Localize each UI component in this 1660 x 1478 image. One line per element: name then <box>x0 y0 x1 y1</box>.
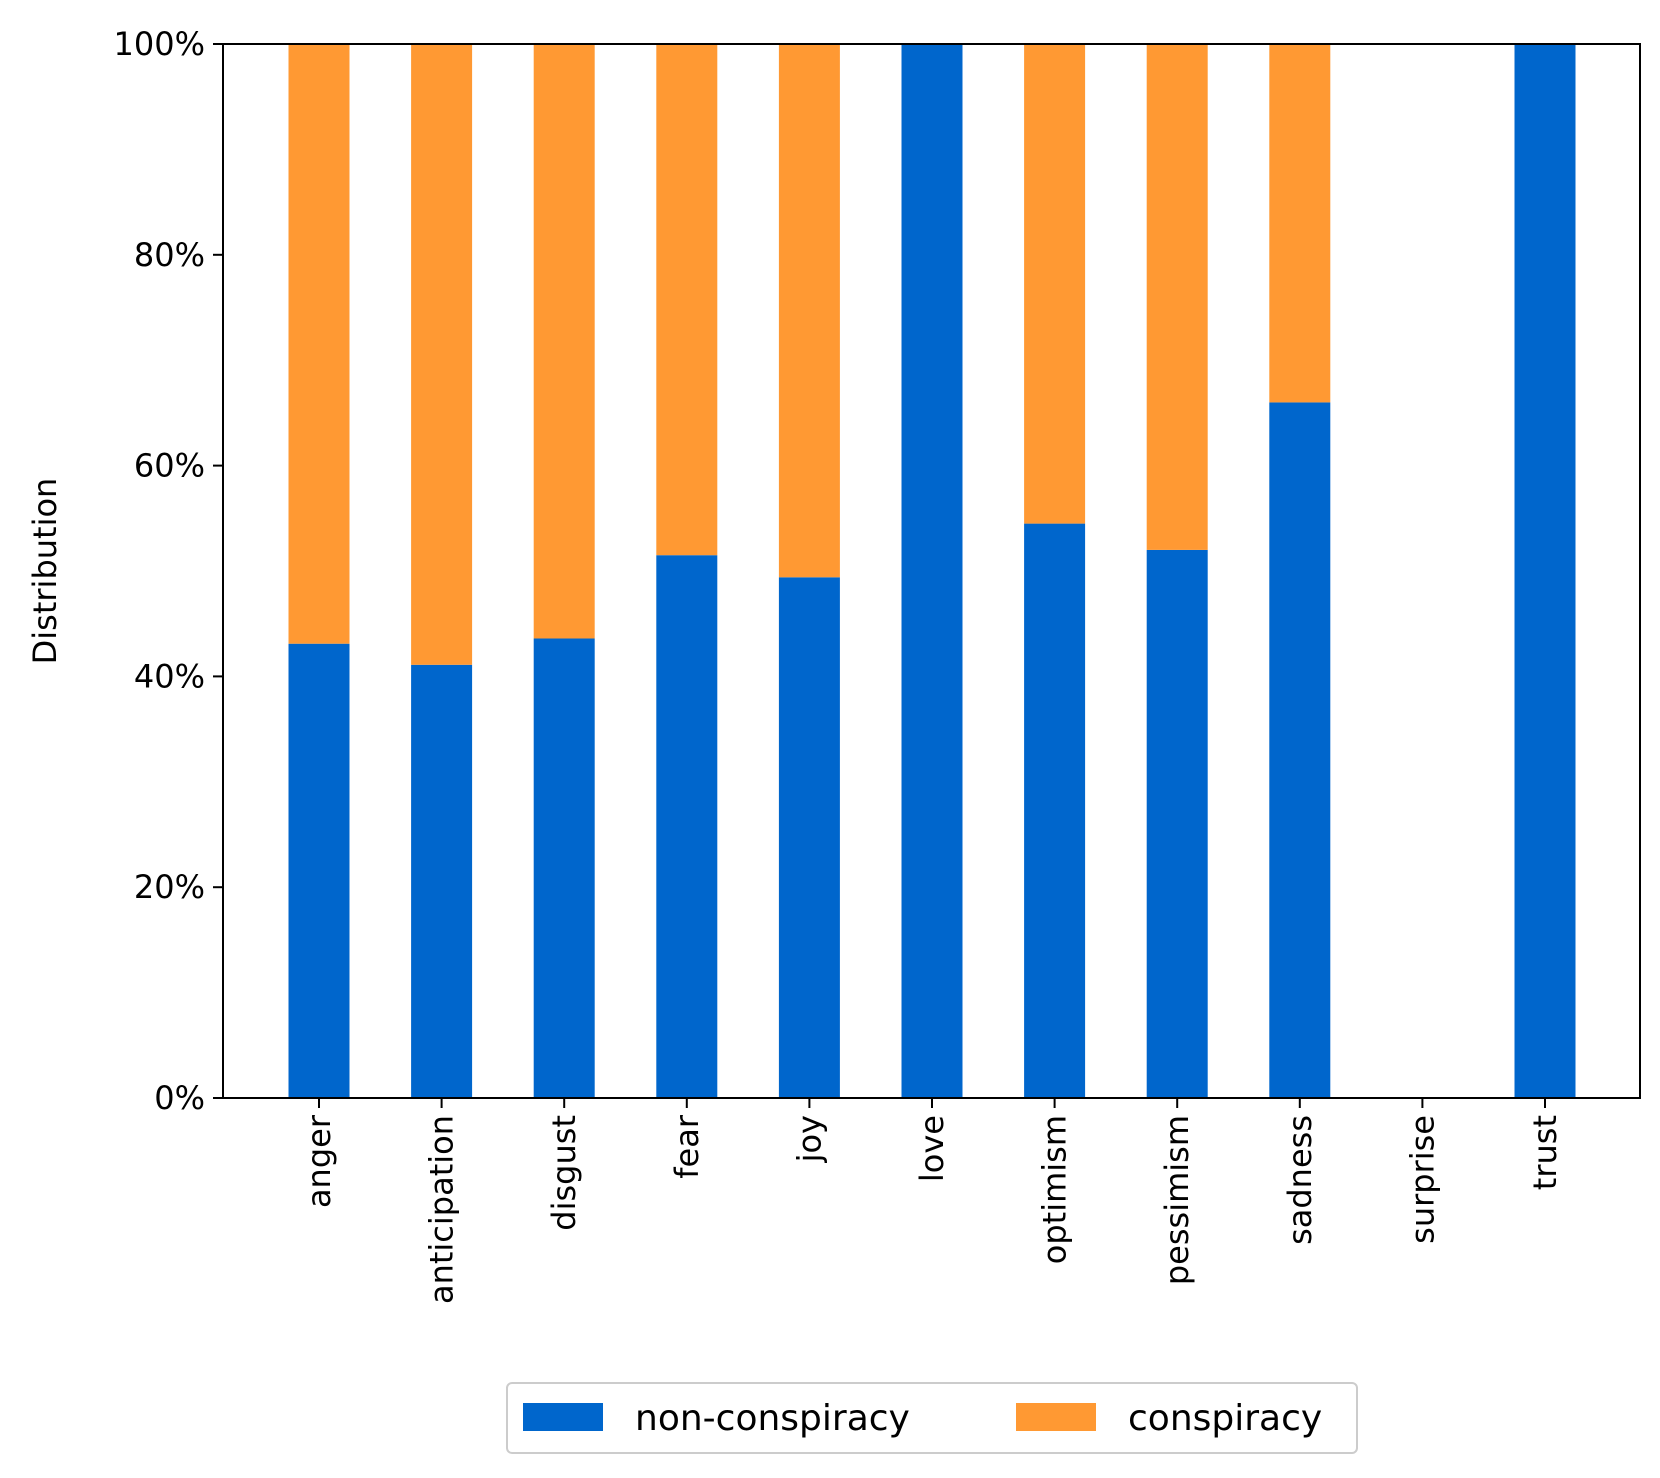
legend-label-non-conspiracy: non-conspiracy <box>635 1398 910 1439</box>
bar-joy-conspiracy <box>778 44 840 578</box>
legend-box <box>506 1382 1358 1454</box>
y-axis: 0% 20% 40% 60% 80% 100% <box>114 25 223 1117</box>
legend-swatch-non-conspiracy <box>523 1403 603 1431</box>
legend: non-conspiracy conspiracy <box>506 1382 1358 1454</box>
x-tick-label: fear <box>668 1114 706 1179</box>
x-tick-label: anger <box>300 1114 338 1208</box>
bar-trust-non-conspiracy <box>1514 44 1576 1098</box>
y-tick-label: 0% <box>154 1079 205 1117</box>
y-tick-label: 40% <box>134 657 205 695</box>
x-tick-label: surprise <box>1403 1115 1441 1244</box>
y-tick-label: 20% <box>134 868 205 906</box>
bar-anger-conspiracy <box>288 44 350 644</box>
y-axis-label: Distribution <box>26 478 64 665</box>
x-tick-label: sadness <box>1281 1115 1319 1245</box>
bar-sadness-non-conspiracy <box>1269 402 1331 1098</box>
x-tick-label: joy <box>790 1115 828 1163</box>
x-axis: anger anticipation disgust fear joy love optim… <box>300 1098 1564 1304</box>
x-tick-label: trust <box>1526 1115 1564 1190</box>
bar-fear-conspiracy <box>656 44 718 556</box>
y-tick-label: 100% <box>114 25 205 63</box>
legend-label-conspiracy: conspiracy <box>1128 1398 1322 1439</box>
legend-swatch-conspiracy <box>1016 1403 1096 1431</box>
bar-disgust-conspiracy <box>533 44 595 639</box>
bar-fear-non-conspiracy <box>656 555 718 1098</box>
bar-optimism-conspiracy <box>1024 44 1086 524</box>
x-tick-label: disgust <box>545 1115 583 1231</box>
bar-sadness-conspiracy <box>1269 44 1331 403</box>
x-tick-label: anticipation <box>423 1115 461 1304</box>
bar-anticipation-non-conspiracy <box>411 664 473 1098</box>
bar-pessimism-non-conspiracy <box>1146 549 1208 1098</box>
y-tick-label: 60% <box>134 447 205 485</box>
bar-love-non-conspiracy <box>901 44 963 1098</box>
bar-anger-non-conspiracy <box>288 643 350 1098</box>
bar-pessimism-conspiracy <box>1146 44 1208 550</box>
bars-layer <box>288 44 1576 1098</box>
bar-anticipation-conspiracy <box>411 44 473 665</box>
bar-joy-non-conspiracy <box>778 577 840 1098</box>
bar-disgust-non-conspiracy <box>533 638 595 1098</box>
x-tick-label: optimism <box>1036 1115 1074 1264</box>
x-tick-label: pessimism <box>1158 1115 1196 1285</box>
bar-optimism-non-conspiracy <box>1024 523 1086 1098</box>
x-tick-label: love <box>913 1115 951 1182</box>
y-tick-label: 80% <box>134 236 205 274</box>
